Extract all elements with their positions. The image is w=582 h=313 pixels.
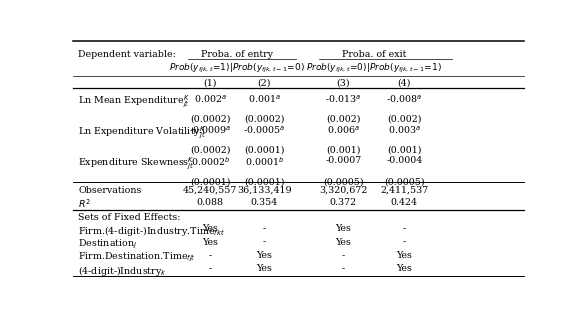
Text: Observations: Observations [78, 186, 141, 195]
Text: Yes: Yes [335, 224, 352, 233]
Text: (0.0001): (0.0001) [190, 177, 230, 186]
Text: 3,320,672: 3,320,672 [319, 186, 368, 195]
Text: -: - [263, 224, 266, 233]
Text: (4): (4) [398, 79, 411, 88]
Text: -0.008$^{a}$: -0.008$^{a}$ [386, 93, 423, 105]
Text: 0.372: 0.372 [330, 198, 357, 207]
Text: 0.088: 0.088 [197, 198, 224, 207]
Text: Ln Mean Expenditure$_{jt}^{K}$: Ln Mean Expenditure$_{jt}^{K}$ [78, 93, 190, 109]
Text: 0.424: 0.424 [391, 198, 418, 207]
Text: Yes: Yes [203, 224, 218, 233]
Text: Proba. of entry: Proba. of entry [201, 50, 274, 59]
Text: (0.0001): (0.0001) [244, 146, 285, 155]
Text: -0.0007: -0.0007 [325, 156, 361, 165]
Text: -: - [209, 251, 212, 260]
Text: 45,240,557: 45,240,557 [183, 186, 237, 195]
Text: (3): (3) [336, 79, 350, 88]
Text: -: - [342, 251, 345, 260]
Text: (2): (2) [258, 79, 271, 88]
Text: $Prob(y_{fjk,t}\!=\!0)|Prob(y_{fjk,t-1}\!=\!1)$: $Prob(y_{fjk,t}\!=\!0)|Prob(y_{fjk,t-1}\… [306, 62, 442, 75]
Text: Yes: Yes [257, 251, 272, 260]
Text: Firm.Destination.Time$_{fjt}$: Firm.Destination.Time$_{fjt}$ [78, 251, 196, 264]
Text: (0.0001): (0.0001) [244, 177, 285, 186]
Text: 0.002$^{a}$: 0.002$^{a}$ [194, 93, 227, 105]
Text: 0.0002$^{b}$: 0.0002$^{b}$ [191, 156, 230, 168]
Text: Yes: Yes [335, 238, 352, 247]
Text: (0.002): (0.002) [387, 115, 421, 124]
Text: (0.0005): (0.0005) [323, 177, 364, 186]
Text: -: - [263, 238, 266, 247]
Text: (0.0002): (0.0002) [244, 115, 285, 124]
Text: (0.0005): (0.0005) [384, 177, 425, 186]
Text: Firm.(4-digit-)Industry.Time$_{fkt}$: Firm.(4-digit-)Industry.Time$_{fkt}$ [78, 224, 225, 238]
Text: (0.002): (0.002) [326, 115, 361, 124]
Text: (4-digit-)Industry$_{k}$: (4-digit-)Industry$_{k}$ [78, 264, 167, 278]
Text: -0.013$^{a}$: -0.013$^{a}$ [325, 93, 361, 105]
Text: -: - [209, 264, 212, 273]
Text: -0.0009$^{a}$: -0.0009$^{a}$ [189, 124, 232, 136]
Text: Yes: Yes [396, 251, 412, 260]
Text: Yes: Yes [257, 264, 272, 273]
Text: Sets of Fixed Effects:: Sets of Fixed Effects: [78, 213, 180, 223]
Text: 2,411,537: 2,411,537 [380, 186, 428, 195]
Text: 0.001$^{a}$: 0.001$^{a}$ [248, 93, 281, 105]
Text: -: - [342, 264, 345, 273]
Text: (0.001): (0.001) [387, 146, 421, 155]
Text: (0.0002): (0.0002) [190, 115, 230, 124]
Text: -: - [403, 224, 406, 233]
Text: 0.354: 0.354 [251, 198, 278, 207]
Text: Expenditure Skewness$_{jt}^{K}$: Expenditure Skewness$_{jt}^{K}$ [78, 156, 195, 172]
Text: $Prob(y_{fjk,t}\!=\!1)|Prob(y_{fjk,t-1}\!=\!0)$: $Prob(y_{fjk,t}\!=\!1)|Prob(y_{fjk,t-1}\… [169, 62, 306, 75]
Text: (0.001): (0.001) [326, 146, 361, 155]
Text: (0.0002): (0.0002) [190, 146, 230, 155]
Text: $R^2$: $R^2$ [78, 198, 91, 210]
Text: Dependent variable:: Dependent variable: [78, 50, 176, 59]
Text: -0.0005$^{a}$: -0.0005$^{a}$ [243, 124, 286, 136]
Text: Destination$_{j}$: Destination$_{j}$ [78, 238, 137, 251]
Text: Proba. of exit: Proba. of exit [342, 50, 406, 59]
Text: 36,133,419: 36,133,419 [237, 186, 292, 195]
Text: 0.006$^{a}$: 0.006$^{a}$ [327, 124, 360, 136]
Text: Yes: Yes [203, 238, 218, 247]
Text: 0.003$^{a}$: 0.003$^{a}$ [388, 124, 421, 136]
Text: (1): (1) [204, 79, 217, 88]
Text: -0.0004: -0.0004 [386, 156, 423, 165]
Text: Yes: Yes [396, 264, 412, 273]
Text: -: - [403, 238, 406, 247]
Text: 0.0001$^{b}$: 0.0001$^{b}$ [245, 156, 284, 168]
Text: Ln Expenditure Volatility$_{jt}^{K}$: Ln Expenditure Volatility$_{jt}^{K}$ [78, 124, 206, 140]
